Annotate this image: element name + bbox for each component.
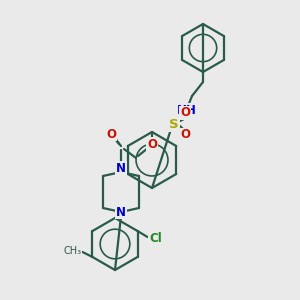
Text: O: O xyxy=(180,106,190,119)
Text: O: O xyxy=(147,137,157,151)
Text: O: O xyxy=(180,128,190,142)
Text: S: S xyxy=(169,118,179,130)
Text: N: N xyxy=(116,161,126,175)
Text: O: O xyxy=(106,128,116,140)
Text: CH₃: CH₃ xyxy=(63,246,82,256)
Text: Cl: Cl xyxy=(149,232,162,244)
Text: NH: NH xyxy=(177,103,197,116)
Text: N: N xyxy=(116,206,126,218)
